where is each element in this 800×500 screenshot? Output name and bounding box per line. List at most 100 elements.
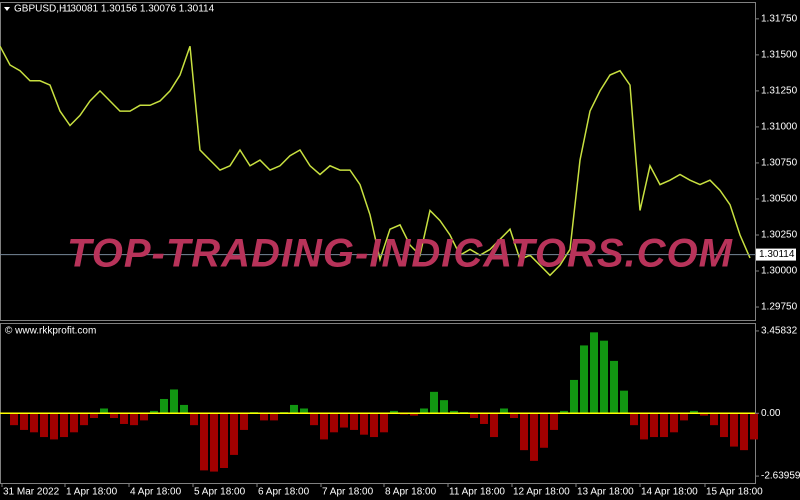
histogram-bar [420, 408, 428, 414]
x-tick-label: 6 Apr 18:00 [258, 487, 310, 498]
histogram-bar [210, 413, 218, 472]
x-tick-label: 14 Apr 18:00 [641, 487, 698, 498]
histogram-bar [750, 413, 758, 440]
histogram-bar [200, 413, 208, 471]
current-price-box [756, 248, 796, 261]
histogram-bar [720, 413, 728, 438]
histogram-bar [470, 413, 478, 419]
x-tick-label: 8 Apr 18:00 [385, 487, 437, 498]
histogram-bar [440, 400, 448, 414]
histogram-bar [590, 332, 598, 414]
histogram-bar [260, 413, 268, 421]
histogram-bar [550, 413, 558, 430]
price-panel [0, 2, 756, 321]
indicator-panel [0, 323, 756, 484]
histogram-bar [270, 413, 278, 421]
histogram-bar [410, 413, 418, 416]
current-price-label: 1.30114 [759, 249, 795, 260]
histogram-bar [620, 390, 628, 414]
histogram-bar [360, 413, 368, 435]
histogram-bar [10, 413, 18, 426]
histogram-bar [160, 398, 168, 414]
y-tick-label: 1.29750 [761, 302, 798, 313]
histogram-bar [170, 389, 178, 414]
histogram-bar [570, 379, 578, 414]
plot-layer [0, 45, 758, 472]
histogram-bar [700, 413, 708, 416]
y-tick-label: 0.00 [761, 408, 781, 419]
y-tick-label: 3.45832 [761, 326, 798, 337]
y-tick-label: 1.31000 [761, 122, 798, 133]
x-tick-label: 7 Apr 18:00 [322, 487, 374, 498]
x-tick-label: 1 Apr 18:00 [66, 487, 118, 498]
indicator-title: © www.rkkprofit.com [5, 326, 96, 337]
histogram-bar [430, 391, 438, 414]
histogram-bar [240, 413, 248, 430]
y-tick-label: -2.63959 [761, 471, 800, 482]
x-tick-label: 11 Apr 18:00 [449, 487, 505, 498]
x-tick-label: 13 Apr 18:00 [577, 487, 634, 498]
histogram-bar [540, 413, 548, 448]
histogram-bar [530, 413, 538, 461]
y-tick-label: 1.30000 [761, 266, 798, 277]
y-tick-label: 1.30250 [761, 230, 798, 241]
y-tick-label: 1.30500 [761, 194, 798, 205]
x-tick-label: 31 Mar 2022 [3, 487, 60, 498]
histogram-bar [650, 413, 658, 438]
y-tick-label: 1.31250 [761, 86, 798, 97]
x-tick-label: 4 Apr 18:00 [130, 487, 182, 498]
histogram-bar [690, 410, 698, 414]
histogram-bar [740, 413, 748, 451]
histogram-bar [580, 345, 588, 414]
histogram-bar [340, 413, 348, 428]
histogram-bar [480, 413, 488, 424]
histogram-bar [490, 413, 498, 438]
ohlc: 1.30081 1.30156 1.30076 1.30114 [62, 4, 215, 15]
histogram-bar [100, 408, 108, 414]
histogram-bar [660, 413, 668, 438]
histogram-bar [330, 413, 338, 433]
histogram-bar [190, 413, 198, 426]
x-tick-label: 12 Apr 18:00 [513, 487, 570, 498]
histogram-bar [560, 410, 568, 414]
histogram-bar [40, 413, 48, 438]
histogram-bar [450, 410, 458, 414]
histogram-bar [150, 410, 158, 414]
histogram-bar [510, 413, 518, 419]
histogram-bar [30, 413, 38, 433]
histogram-bar [350, 413, 358, 430]
histogram-bar [130, 413, 138, 426]
histogram-bar [90, 413, 98, 419]
histogram-bar [140, 413, 148, 421]
histogram-bar [60, 413, 68, 438]
histogram-bar [380, 413, 388, 433]
histogram-bar [290, 404, 298, 414]
histogram-bar [370, 413, 378, 438]
y-tick-label: 1.30750 [761, 158, 798, 169]
histogram-bar [670, 413, 678, 433]
y-tick-label: 1.31500 [761, 50, 798, 61]
histogram-bar [230, 413, 238, 455]
watermark: TOP-TRADING-INDICATORS.COM [67, 232, 734, 276]
histogram-bar [300, 408, 308, 414]
symbol: GBPUSD,H1 [14, 4, 72, 15]
histogram-bar [310, 413, 318, 426]
histogram-bar [50, 413, 58, 440]
histogram-bar [80, 413, 88, 426]
histogram-bar [520, 413, 528, 451]
histogram-bar [680, 413, 688, 421]
histogram-bar [180, 404, 188, 414]
menu-icon [4, 7, 10, 11]
x-tick-label: 5 Apr 18:00 [194, 487, 246, 498]
histogram-bar [640, 413, 648, 440]
histogram-bar [610, 360, 618, 414]
y-tick-label: 1.31750 [761, 13, 798, 24]
histogram-bar [500, 408, 508, 414]
histogram-bar [110, 413, 118, 419]
price-line [0, 45, 751, 277]
histogram-bar [600, 340, 608, 414]
histogram-bar [710, 413, 718, 426]
histogram-bar [70, 413, 78, 433]
